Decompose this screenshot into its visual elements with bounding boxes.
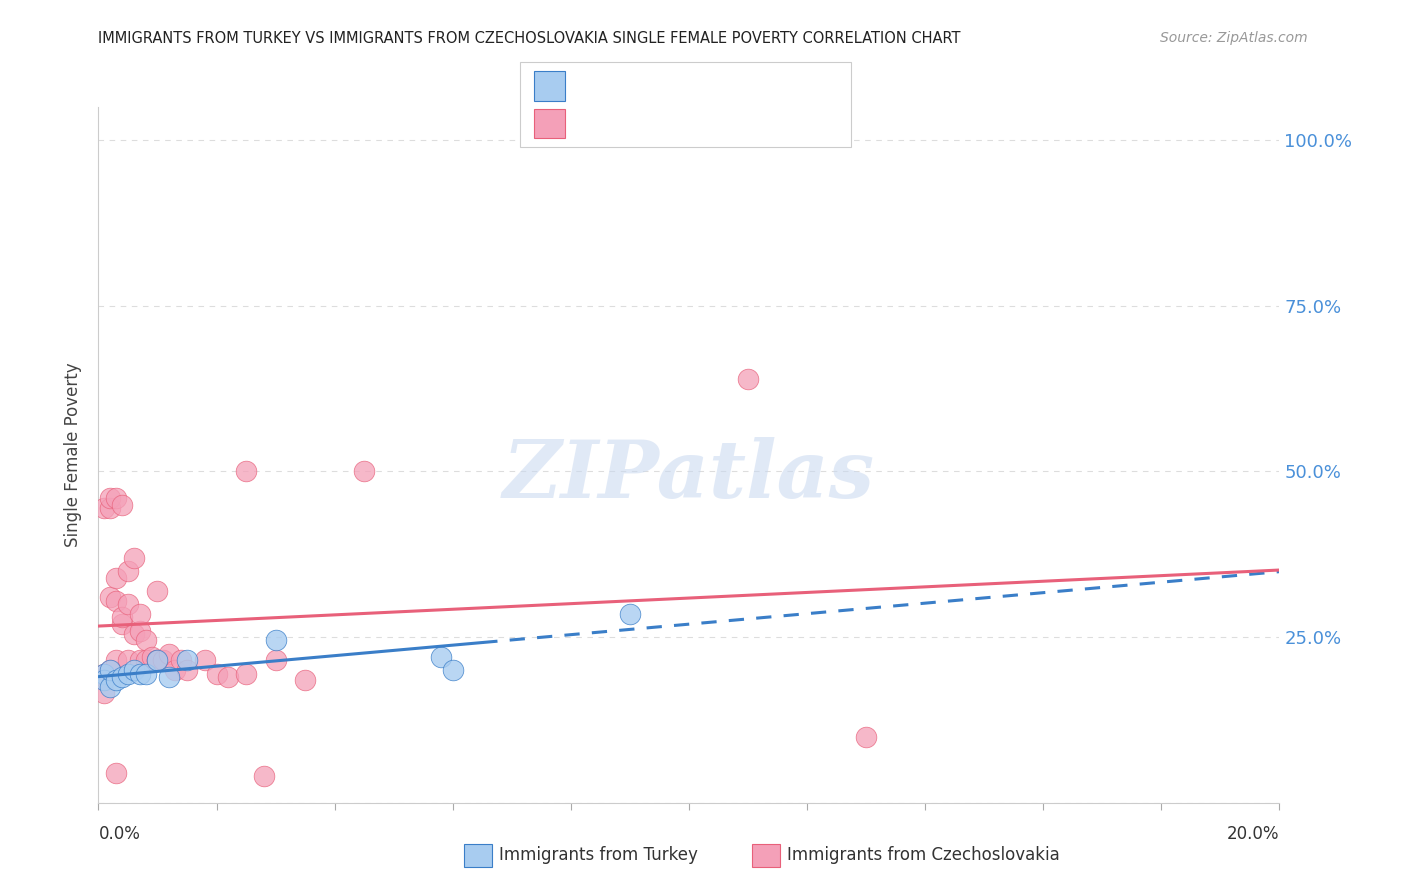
Point [194,653,217,667]
Point [117,597,139,611]
Point [93,686,115,700]
Point [205,666,228,681]
Point [441,663,464,677]
Point [217,670,239,684]
Point [146,583,169,598]
Point [105,593,128,607]
Point [93,673,115,688]
Point [157,670,180,684]
Text: R = 0.370: R = 0.370 [576,77,666,95]
Text: 0.0%: 0.0% [98,825,141,843]
Text: ZIPatlas: ZIPatlas [503,437,875,515]
Point [294,673,316,688]
Point [235,465,257,479]
Point [105,673,128,688]
Text: Immigrants from Czechoslovakia: Immigrants from Czechoslovakia [787,847,1060,864]
Point [98,591,121,605]
Point [98,663,121,677]
Point [98,491,121,505]
Point [117,653,139,667]
Point [165,663,187,677]
Point [135,666,157,681]
Point [122,663,145,677]
Point [135,633,157,648]
Point [135,653,157,667]
Point [122,627,145,641]
Point [117,564,139,578]
Point [128,607,150,621]
Point [111,610,134,624]
Point [619,607,641,621]
Point [855,730,877,744]
Text: R = 0.635: R = 0.635 [576,114,666,132]
Point [176,653,198,667]
Point [93,666,115,681]
Point [93,666,115,681]
Point [353,465,375,479]
Y-axis label: Single Female Poverty: Single Female Poverty [65,363,83,547]
Point [111,616,134,631]
Point [152,653,174,667]
Point [128,653,150,667]
Point [176,663,198,677]
Point [264,653,287,667]
Point [122,550,145,565]
Point [146,653,169,667]
Point [264,633,287,648]
Point [128,624,150,638]
Point [737,372,759,386]
Text: N = 45: N = 45 [710,114,778,132]
Point [105,491,128,505]
Point [111,670,134,684]
Point [157,647,180,661]
Text: Immigrants from Turkey: Immigrants from Turkey [499,847,697,864]
Point [117,666,139,681]
Text: N = 15: N = 15 [710,77,778,95]
Text: Source: ZipAtlas.com: Source: ZipAtlas.com [1160,31,1308,45]
Point [235,666,257,681]
Point [128,666,150,681]
Point [146,653,169,667]
Text: IMMIGRANTS FROM TURKEY VS IMMIGRANTS FROM CZECHOSLOVAKIA SINGLE FEMALE POVERTY C: IMMIGRANTS FROM TURKEY VS IMMIGRANTS FRO… [98,31,960,46]
Point [98,680,121,694]
Point [105,653,128,667]
Point [141,650,163,665]
Point [93,500,115,515]
Point [98,500,121,515]
Point [98,663,121,677]
Point [111,498,134,512]
Point [170,653,193,667]
Point [105,766,128,780]
Point [253,769,276,783]
Point [146,653,169,667]
Point [430,650,453,665]
Point [105,570,128,584]
Text: 20.0%: 20.0% [1227,825,1279,843]
